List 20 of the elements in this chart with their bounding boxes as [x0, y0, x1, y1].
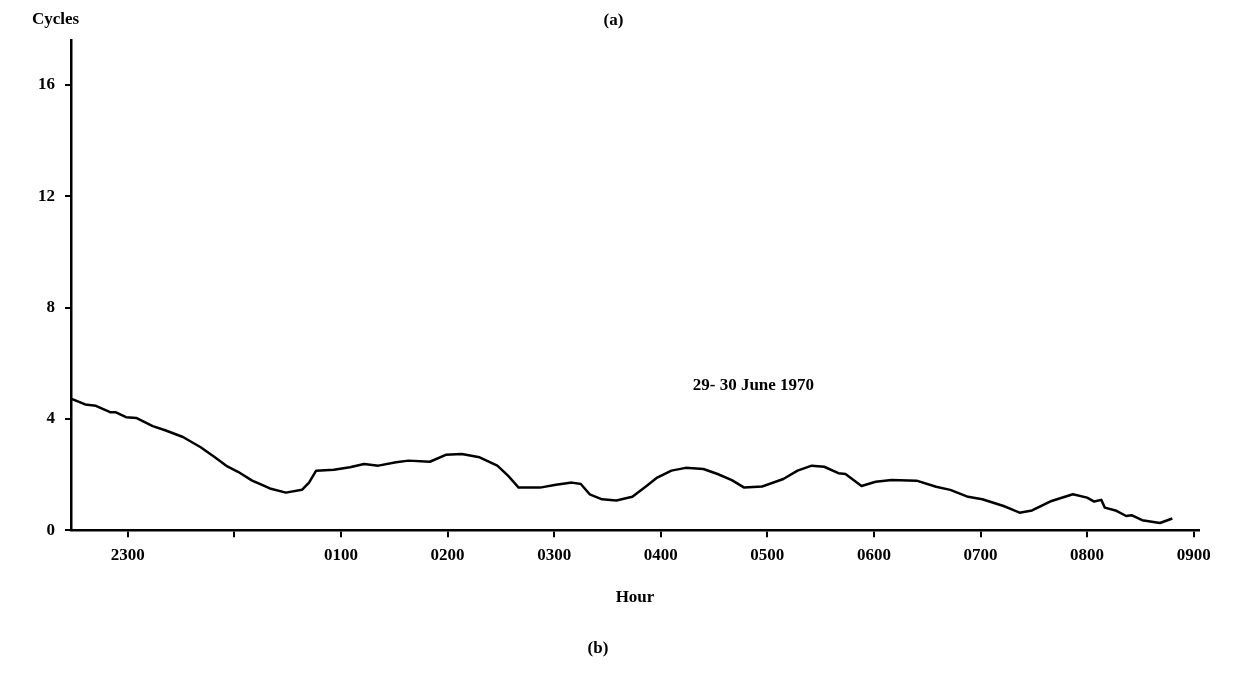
- x-tick-label: 0500: [750, 544, 785, 564]
- y-tick-label: 12: [38, 185, 55, 205]
- x-tick-label: 0600: [856, 544, 891, 564]
- x-tick-label: 2300: [110, 544, 145, 564]
- x-tick-label: 0800: [1070, 544, 1105, 564]
- y-tick-label: 4: [46, 408, 56, 428]
- y-tick-label: 0: [46, 519, 55, 539]
- y-axis-title: Cycles: [32, 9, 80, 29]
- x-tick-label: 0200: [430, 544, 465, 564]
- x-tick-label: 0400: [643, 544, 678, 564]
- y-tick-label: 8: [46, 296, 55, 316]
- x-tick-label: 0900: [1176, 544, 1211, 564]
- chart-title: (a): [603, 9, 624, 29]
- x-tick-label: 0700: [963, 544, 998, 564]
- annotation: 29- 30 June 1970: [692, 375, 815, 395]
- x-tick-label: 0100: [324, 544, 359, 564]
- x-axis-title: Hour: [615, 587, 655, 607]
- y-tick-label: 16: [38, 74, 55, 94]
- x-tick-label: 0300: [537, 544, 572, 564]
- text: (b): [586, 638, 610, 658]
